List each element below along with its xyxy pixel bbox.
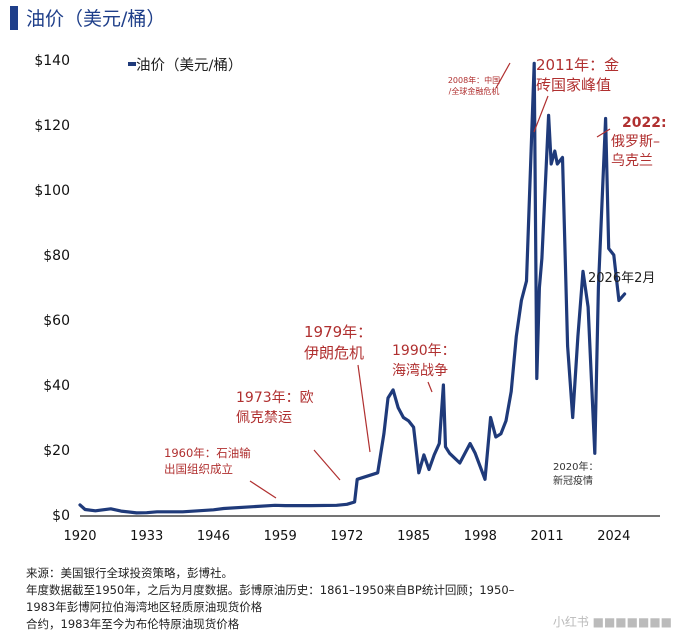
annotation-a2020-text: 新冠疫情 <box>553 474 593 487</box>
y-tick-label: $0 <box>52 508 70 524</box>
oil-price-chart: $0 $20 $40 $60 $80 $100 $120 $140 1920 1933 1946 19… <box>34 53 667 544</box>
annotation-a2022-text: 乌克兰 <box>611 153 653 169</box>
footer-line: 1983年彭博阿拉伯海湾地区轻质原油现货价格 <box>26 600 263 614</box>
x-tick-label: 1959 <box>264 529 297 544</box>
header-accent-bar <box>10 6 18 30</box>
oil-price-line <box>78 61 627 515</box>
annotation-a2022-bold: 2022: <box>622 115 667 131</box>
annotation-a2008-text: /全球金融危机 <box>449 86 500 96</box>
y-tick-label: $140 <box>34 53 70 69</box>
annotation-a1979-text: 1979年： <box>304 323 372 341</box>
y-tick-label: $80 <box>43 248 70 264</box>
annotation-a1990-text: 海湾战争 <box>392 362 448 379</box>
x-tick-label: 1985 <box>397 529 430 544</box>
annotation-a2022-text: 俄罗斯– <box>611 134 660 150</box>
y-tick-label: $40 <box>43 378 70 394</box>
annotation-a2022-arrow <box>596 128 611 138</box>
footer-line: 来源：美国银行全球投资策略，彭博社。 <box>26 566 233 580</box>
footer-line: 年度数据截至1950年，之后为月度数据。彭博原油历史：1861–1950来自BP… <box>26 583 515 597</box>
annotation-a1960-text: 出国组织成立 <box>164 462 233 476</box>
annotation-a1979-text: 伊朗危机 <box>304 344 364 362</box>
y-tick-label: $120 <box>34 118 70 134</box>
annotation-a2011-text: 砖国家峰值 <box>536 76 611 94</box>
x-tick-label: 1933 <box>130 529 163 544</box>
annotation-a1973-text: 佩克禁运 <box>236 410 292 426</box>
annotation-a2008-text: 2008年：中国 <box>448 75 500 85</box>
x-tick-label: 2011 <box>531 529 564 544</box>
watermark: 小红书 ■■■■■■■ <box>552 615 672 629</box>
x-tick-label: 1972 <box>330 529 363 544</box>
annotation-a2008-arrow <box>495 62 511 89</box>
annotation-a1990-arrow <box>427 381 433 393</box>
annotation-a1973-arrow <box>313 449 341 481</box>
footer-notes: 来源：美国银行全球投资策略，彭博社。 年度数据截至1950年，之后为月度数据。彭… <box>26 565 666 633</box>
annotation-a1960-arrow <box>249 480 277 499</box>
annotation-a1990-text: 1990年： <box>392 343 456 359</box>
annotation-a1960-text: 1960年：石油输 <box>164 446 251 460</box>
legend-label: 油价（美元/桶） <box>136 57 242 74</box>
footer-line: 合约，1983年至今为布伦特原油现货价格 <box>26 617 240 631</box>
x-tick-label: 1946 <box>197 529 230 544</box>
x-tick-label: 2024 <box>597 529 630 544</box>
annotation-a2011-text: 2011年：金 <box>536 56 619 74</box>
y-tick-label: $20 <box>43 443 70 459</box>
annotation-a1979-arrow <box>357 364 371 453</box>
annotation-a2026-text: 2026年2月 <box>588 271 655 286</box>
page-title: 油价（美元/桶） <box>26 8 166 30</box>
x-tick-label: 1998 <box>464 529 497 544</box>
y-tick-label: $60 <box>43 313 70 329</box>
annotation-a1973-text: 1973年：欧 <box>236 390 314 406</box>
annotation-a2011-arrow <box>533 95 549 133</box>
x-tick-label: 1920 <box>63 529 96 544</box>
y-tick-label: $100 <box>34 183 70 199</box>
annotation-a2020-text: 2020年： <box>553 460 598 473</box>
